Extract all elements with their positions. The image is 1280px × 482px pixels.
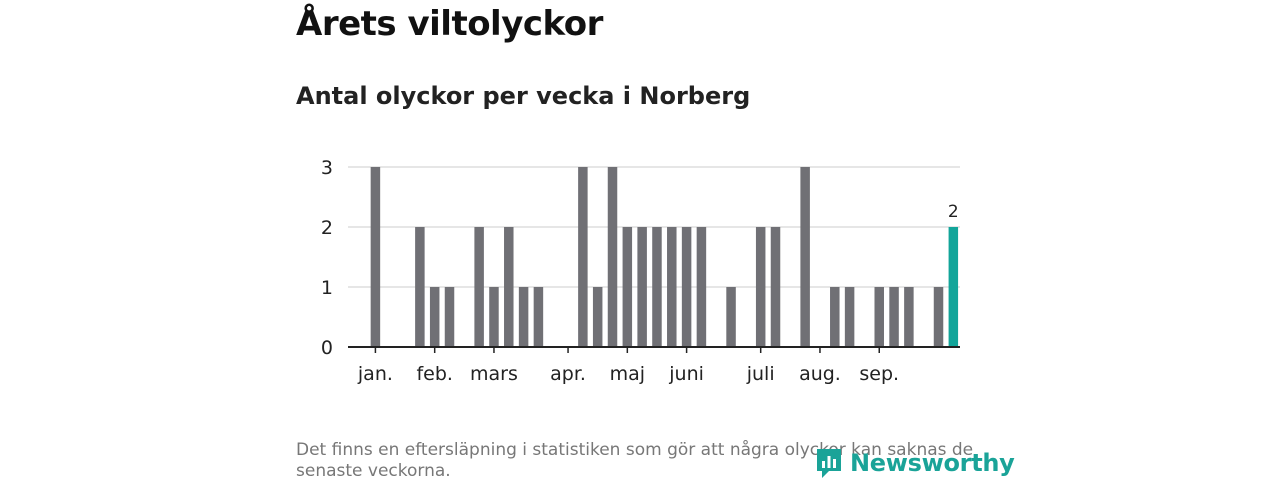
bar-highlight [948, 227, 959, 347]
x-tick-label: mars [470, 363, 518, 385]
chart-subtitle: Antal olyckor per vecka i Norberg [296, 82, 751, 110]
bar [489, 287, 499, 347]
bar [415, 227, 425, 347]
footnote: Det finns en eftersläpning i statistiken… [296, 440, 974, 481]
y-tick-label: 0 [321, 337, 333, 359]
x-tick-label: apr. [550, 363, 586, 385]
bar [696, 227, 707, 347]
bar [592, 287, 603, 347]
bar [474, 227, 484, 347]
bar [667, 227, 677, 347]
bar [844, 287, 855, 347]
y-tick-label: 3 [321, 157, 333, 179]
x-tick-label: sep. [859, 363, 899, 385]
newsworthy-logo: Newsworthy [814, 446, 1015, 480]
x-tick-label: juni [668, 363, 704, 385]
x-tick-label: feb. [416, 363, 452, 385]
newsworthy-logo-icon [817, 449, 841, 478]
bar [726, 287, 736, 347]
x-tick-label: maj [610, 363, 645, 385]
bar [637, 227, 647, 347]
x-tick-label: jan. [357, 363, 393, 385]
x-tick-label: juli [746, 363, 775, 385]
bar [370, 167, 381, 347]
bar [830, 287, 840, 347]
bar [444, 287, 455, 347]
chart-title: Årets viltolyckor [296, 4, 603, 44]
bar [681, 227, 692, 347]
bar [504, 227, 514, 347]
y-tick-label: 2 [321, 217, 333, 239]
bar [904, 287, 914, 347]
bar [933, 287, 944, 347]
bar [874, 287, 884, 347]
bar [429, 287, 440, 347]
data-label: 2 [948, 202, 959, 222]
bar [755, 227, 766, 347]
newsworthy-logo-text: Newsworthy [850, 449, 1015, 477]
bar [652, 227, 662, 347]
bar [607, 167, 618, 347]
x-tick-label: aug. [799, 363, 841, 385]
bar [889, 287, 899, 347]
y-tick-label: 1 [321, 277, 333, 299]
bar [518, 287, 529, 347]
bar-chart: 0 1 2 3 2 jan. feb. mars apr. maj juni juli aug. sep. [321, 157, 960, 385]
bar [800, 167, 810, 347]
bar [533, 287, 544, 347]
bar [578, 167, 588, 347]
bar [770, 227, 781, 347]
bar [622, 227, 633, 347]
